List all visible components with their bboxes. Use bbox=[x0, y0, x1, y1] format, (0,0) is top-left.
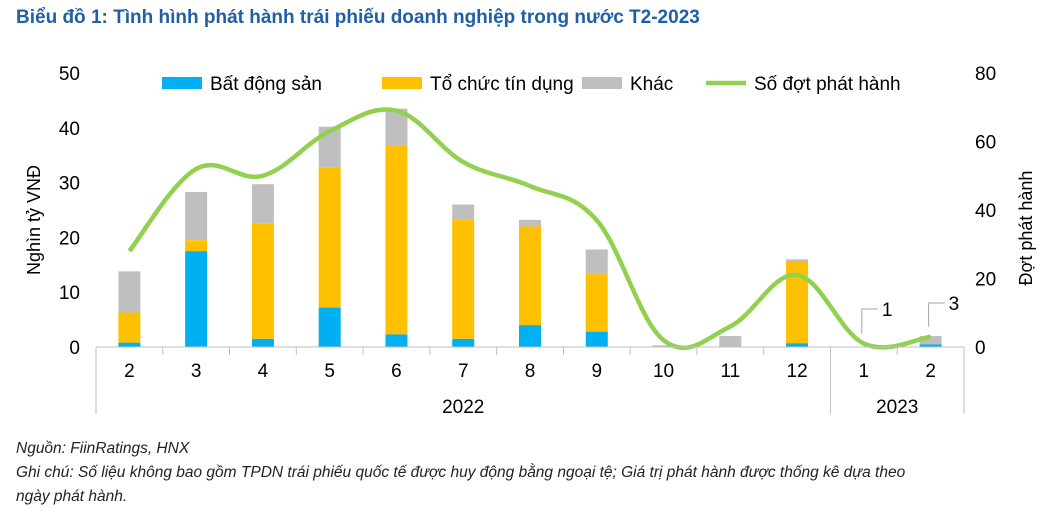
bar-3-2 bbox=[251, 184, 274, 224]
bar-3-6 bbox=[519, 219, 541, 227]
bar-1-12 bbox=[919, 344, 942, 347]
bar-2-1 bbox=[185, 240, 208, 252]
bar-3-8 bbox=[652, 345, 675, 347]
x-tick-label: 3 bbox=[191, 361, 202, 382]
bar-3-3 bbox=[318, 126, 341, 168]
legend-swatch bbox=[382, 77, 422, 89]
bar-2-0 bbox=[118, 312, 141, 343]
annotation-leader bbox=[861, 308, 878, 334]
group-label: 2022 bbox=[442, 397, 484, 418]
legend-swatch bbox=[582, 77, 622, 89]
y-axis-title: Nghìn tỷ VNĐ bbox=[24, 165, 44, 275]
bar-2-10 bbox=[786, 260, 809, 344]
bar-3-1 bbox=[185, 191, 208, 241]
legend-label: Số đợt phát hành bbox=[754, 74, 901, 95]
y-tick-label: 40 bbox=[59, 119, 80, 140]
bar-1-2 bbox=[251, 338, 274, 347]
chart-title: Biểu đồ 1: Tình hình phát hành trái phiế… bbox=[16, 7, 700, 28]
y2-axis-title: Đợt phát hành bbox=[1016, 171, 1036, 286]
x-tick-label: 11 bbox=[720, 361, 740, 382]
y-tick-label: 30 bbox=[59, 174, 80, 195]
bar-3-7 bbox=[585, 249, 608, 275]
x-tick-label: 8 bbox=[525, 361, 536, 382]
bar-3-10 bbox=[786, 259, 809, 261]
y2-tick-label: 80 bbox=[975, 64, 996, 85]
legend-label: Khác bbox=[630, 74, 673, 95]
bar-2-2 bbox=[251, 223, 274, 339]
annotation-label: 1 bbox=[882, 300, 893, 321]
bar-3-5 bbox=[452, 204, 475, 220]
y-tick-label: 50 bbox=[59, 64, 80, 85]
chart-area: Bất động sản Tổ chức tín dụng Khác Số đợt p… bbox=[24, 64, 1036, 418]
bar-2-6 bbox=[519, 226, 541, 326]
x-tick-label: 10 bbox=[653, 361, 674, 382]
bar-2-3 bbox=[318, 167, 341, 308]
line-series-1 bbox=[127, 107, 932, 351]
bar-2-5 bbox=[452, 219, 475, 339]
annotation-leader bbox=[928, 302, 945, 327]
x-tick-label: 7 bbox=[458, 361, 469, 382]
x-tick-label: 6 bbox=[391, 361, 402, 382]
legend-label: Bất động sản bbox=[210, 74, 322, 95]
bar-2-4 bbox=[385, 145, 408, 335]
x-tick-label: 4 bbox=[258, 361, 269, 382]
x-tick-label: 2 bbox=[124, 361, 135, 382]
y-tick-label: 0 bbox=[69, 338, 80, 359]
bar-1-5 bbox=[452, 338, 475, 347]
bar-1-4 bbox=[385, 334, 408, 347]
x-tick-label: 2 bbox=[925, 361, 936, 382]
bar-1-3 bbox=[318, 307, 341, 347]
bar-1-6 bbox=[519, 325, 541, 347]
y2-tick-label: 20 bbox=[975, 270, 996, 291]
bar-3-0 bbox=[118, 271, 141, 313]
legend-label: Tổ chức tín dụng bbox=[430, 74, 574, 95]
y2-tick-label: 0 bbox=[975, 338, 986, 359]
bar-1-1 bbox=[185, 251, 208, 347]
bar-2-7 bbox=[585, 274, 608, 332]
bar-1-0 bbox=[118, 342, 141, 347]
legend: Bất động sản Tổ chức tín dụng Khác Số đợt p… bbox=[162, 74, 901, 95]
bar-1-7 bbox=[585, 331, 608, 347]
footnote-line-2: ngày phát hành. bbox=[16, 488, 128, 505]
line-series bbox=[127, 107, 932, 351]
legend-swatch bbox=[162, 77, 202, 89]
y2-tick-label: 60 bbox=[975, 133, 996, 154]
x-tick-label: 9 bbox=[591, 361, 602, 382]
x-tick-label: 5 bbox=[324, 361, 335, 382]
bar-3-12 bbox=[919, 336, 942, 345]
y2-tick-label: 40 bbox=[975, 201, 996, 222]
bars bbox=[118, 108, 942, 347]
group-label: 2023 bbox=[876, 397, 918, 418]
x-tick-label: 12 bbox=[787, 361, 808, 382]
annotation-label: 3 bbox=[949, 294, 960, 315]
footnote-line-1: Ghi chú: Số liệu không bao gồm TPDN trái… bbox=[16, 464, 906, 481]
y-tick-label: 10 bbox=[59, 283, 80, 304]
source-note: Nguồn: FiinRatings, HNX bbox=[16, 440, 190, 457]
y-tick-label: 20 bbox=[59, 228, 80, 249]
bar-1-10 bbox=[786, 343, 809, 347]
bar-3-4 bbox=[385, 108, 408, 146]
bar-3-9 bbox=[719, 336, 742, 347]
x-tick-label: 1 bbox=[859, 361, 870, 382]
